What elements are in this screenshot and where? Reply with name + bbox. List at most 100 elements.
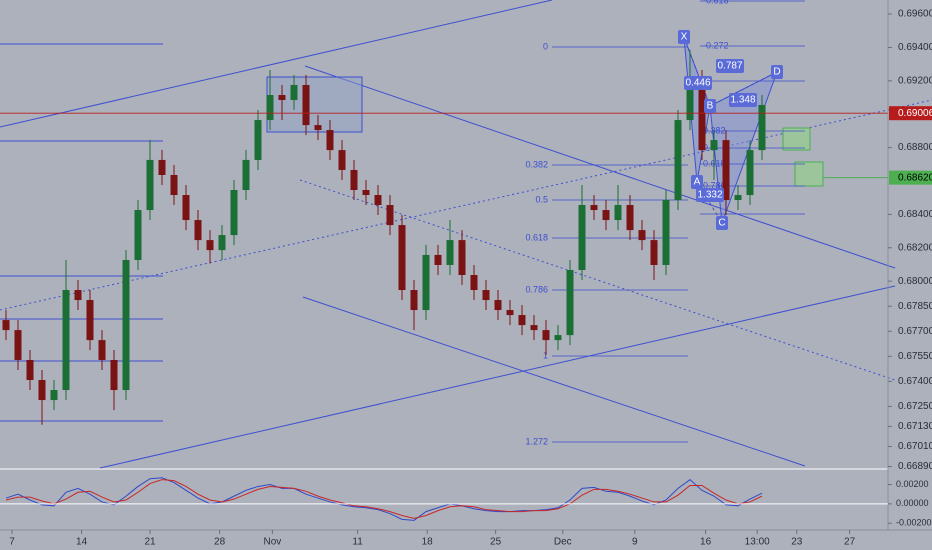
y-tick-label: 0.67850 xyxy=(898,301,932,312)
candle-body xyxy=(170,174,178,196)
y-tick-label: 0.68400 xyxy=(898,209,932,220)
trend-line xyxy=(302,296,806,467)
candle-body xyxy=(746,150,754,196)
fib-label: 0.5 xyxy=(535,194,548,204)
candle-body xyxy=(470,274,478,291)
candle-body xyxy=(494,300,502,311)
candle-body xyxy=(638,230,646,241)
candle-body xyxy=(146,159,154,211)
candle-body xyxy=(218,235,226,251)
ratio-label: 1.348 xyxy=(730,95,755,106)
x-tick-label: 7 xyxy=(9,537,15,548)
x-tick-label: 18 xyxy=(422,537,434,548)
x-tick-label: 16 xyxy=(700,537,712,548)
pattern-point-label: A xyxy=(694,177,701,188)
x-tick-label: 9 xyxy=(632,537,638,548)
y-tick-label: 0.68000 xyxy=(898,276,932,287)
candle-body xyxy=(38,380,46,401)
candle-body xyxy=(242,159,250,191)
candle-body xyxy=(650,240,658,265)
y-tick-label: 0.67700 xyxy=(898,326,932,337)
pattern-point-box xyxy=(691,175,703,189)
candle-body xyxy=(14,330,22,360)
y-tick-label: 0.69200 xyxy=(898,75,932,86)
candle-body xyxy=(518,315,526,326)
last-price-tag xyxy=(889,106,932,121)
ratio-label: 0.446 xyxy=(685,78,710,89)
pattern-point-label: B xyxy=(707,101,714,112)
ratio-box xyxy=(696,188,724,202)
candle-body xyxy=(86,300,94,341)
pattern-point-box xyxy=(716,216,728,230)
candle-body xyxy=(290,84,298,101)
candle-body xyxy=(458,240,466,275)
candle-body xyxy=(326,130,334,151)
candle-body xyxy=(614,205,622,221)
candle-body xyxy=(410,290,418,311)
pattern-point-box xyxy=(704,99,716,113)
candle-body xyxy=(674,120,682,201)
fib-label: 1.272 xyxy=(525,436,548,446)
candle-body xyxy=(662,200,670,265)
candle-body xyxy=(578,205,586,270)
candle-body xyxy=(278,95,286,101)
fib-label: -0.618 xyxy=(703,0,729,5)
candle-body xyxy=(374,195,382,206)
fib-label: -0.272 xyxy=(703,40,729,50)
candle-body xyxy=(194,220,202,241)
target-box xyxy=(794,161,824,187)
candle-body xyxy=(206,240,214,251)
ratio-label: 0.787 xyxy=(717,61,742,72)
candle-body xyxy=(98,340,106,360)
ratio-box xyxy=(716,59,744,73)
candle-body xyxy=(686,79,694,121)
candle-body xyxy=(26,359,34,381)
ratio-box xyxy=(729,93,757,107)
overlays: 0.69006 0.68620 X A B C D 0.446 0.787 1.348 1.332 xyxy=(0,30,932,521)
candle-body xyxy=(74,290,82,301)
target-box xyxy=(782,127,811,151)
candle-body xyxy=(566,269,574,336)
x-tick-label: 28 xyxy=(214,537,226,548)
candle-body xyxy=(590,205,598,211)
marker-tag xyxy=(889,170,932,185)
x-tick-label: 14 xyxy=(76,537,88,548)
x-tick-label: 21 xyxy=(144,537,156,548)
candle-body xyxy=(2,320,10,331)
candle-body xyxy=(230,190,238,236)
pattern-point-box xyxy=(678,30,690,44)
ratio-label: 1.332 xyxy=(697,190,722,201)
oscillator-line xyxy=(5,477,763,521)
candle-body xyxy=(302,84,310,126)
candle-body xyxy=(158,159,166,175)
y-tick-label: 0.69600 xyxy=(898,9,932,20)
y-tick-label: 0.68800 xyxy=(898,142,932,153)
candles xyxy=(2,49,766,425)
osc-tick-label: 0.00000 xyxy=(896,498,929,508)
pattern-point-label: D xyxy=(773,67,780,78)
y-tick-label: 0.67010 xyxy=(898,441,932,452)
x-tick-label: 11 xyxy=(352,537,363,548)
trend-line xyxy=(0,99,932,311)
candle-body xyxy=(362,190,370,196)
candle-body xyxy=(530,325,538,331)
candle-body xyxy=(50,390,58,401)
oscillator-line xyxy=(5,479,763,519)
candle-body xyxy=(110,359,118,391)
candle-body xyxy=(734,195,742,201)
x-tick-label: 25 xyxy=(490,537,502,548)
candle-body xyxy=(554,335,562,341)
candle-body xyxy=(62,290,70,391)
y-tick-label: 0.67130 xyxy=(898,421,932,432)
osc-tick-label: 0.00200 xyxy=(896,479,929,489)
candle-body xyxy=(398,225,406,291)
y-tick-label: 0.67400 xyxy=(898,376,932,387)
x-tick-label: 13:00 xyxy=(745,537,770,548)
candle-body xyxy=(626,205,634,231)
x-tick-label: 27 xyxy=(844,537,856,548)
osc-tick-label: -0.00200 xyxy=(896,518,932,528)
candle-body xyxy=(314,125,322,131)
axes: 0.69600 0.69400 0.69200 0.68800 0.68400 0.682… xyxy=(0,9,932,548)
pattern-point-box xyxy=(771,65,783,79)
candle-body xyxy=(722,140,730,201)
